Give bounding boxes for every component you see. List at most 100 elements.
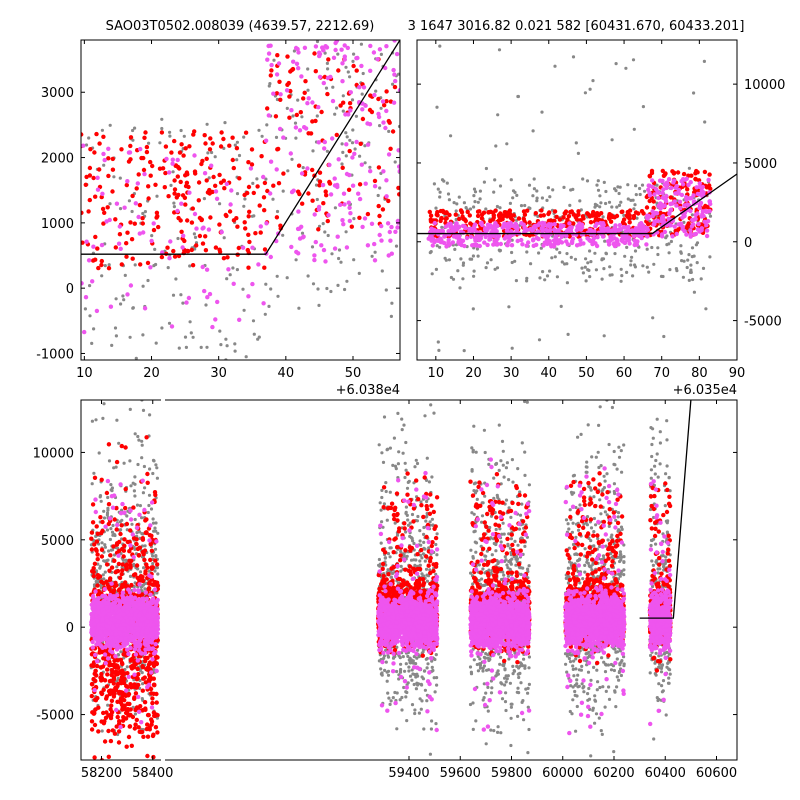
data-point [121,294,125,298]
data-point [504,228,510,233]
data-point [262,208,267,213]
data-point [172,254,178,259]
data-point [617,395,620,398]
data-point [87,136,91,140]
data-point [277,79,282,85]
data-point [101,573,105,577]
data-point [378,124,382,128]
data-point [317,224,322,228]
data-point [375,57,380,62]
data-point [269,287,273,291]
data-point [365,142,371,147]
data-point [122,656,126,660]
data-point [392,72,397,77]
data-point [432,182,436,186]
data-point [462,201,466,205]
data-point [436,187,440,191]
data-point [245,190,250,196]
data-point [151,227,157,233]
data-point [189,220,195,225]
data-point [434,542,438,547]
data-point [548,242,554,247]
data-point [618,559,622,564]
data-point [152,668,156,672]
data-point [141,408,146,412]
data-point [445,181,449,185]
data-point [418,529,422,533]
data-point [518,664,522,668]
data-point [268,43,273,48]
data-point [552,222,557,227]
data-point [601,215,605,219]
data-point [341,100,346,105]
data-point [184,300,189,305]
data-point [242,308,246,312]
data-point [390,571,395,576]
data-point [616,227,622,232]
data-point [517,675,521,680]
data-point [119,147,124,152]
data-point [325,61,329,65]
data-point [537,338,542,342]
data-point [434,212,439,217]
data-point [388,490,392,494]
data-point [588,220,594,225]
data-point [664,185,669,191]
data-point [539,246,543,250]
data-point [386,673,391,677]
data-point [135,181,140,186]
data-point [378,501,382,505]
data-point [469,548,473,552]
data-point [368,68,373,74]
data-point [599,211,604,216]
data-point [696,221,701,227]
data-point [587,227,592,232]
data-point [91,244,96,249]
data-point [581,177,585,181]
data-point [118,207,123,211]
data-point [425,579,429,583]
data-point [514,557,518,561]
data-point [371,50,377,55]
data-point [206,151,210,155]
data-point [289,67,295,73]
data-point [231,165,236,171]
data-point [306,131,311,136]
data-point [467,213,472,218]
data-point [602,180,606,184]
data-point [349,224,354,229]
data-point [631,213,637,219]
data-point [119,302,123,306]
data-point [205,122,209,126]
data-point [581,271,586,275]
data-point [560,260,564,264]
data-point [325,149,329,153]
data-point [497,468,501,472]
x-tick-label: 80 [691,366,708,381]
data-point [334,132,339,138]
data-point [403,475,407,480]
data-point [404,468,408,472]
data-point [472,242,477,247]
data-point [671,170,677,175]
data-point [271,197,275,201]
data-point [507,208,513,213]
data-point [427,209,432,215]
data-point [100,191,105,196]
data-point [633,249,638,253]
data-point [274,135,279,139]
data-point [372,92,377,98]
data-point [507,559,511,564]
data-point [520,700,524,705]
data-point [310,119,315,124]
data-point [247,209,252,214]
data-point [610,405,615,410]
data-point [516,216,522,221]
data-point [505,677,509,681]
data-point [690,246,695,250]
data-point [503,676,507,680]
data-point [189,331,193,335]
data-point [487,233,492,238]
data-point [617,203,622,207]
data-point [153,247,157,251]
